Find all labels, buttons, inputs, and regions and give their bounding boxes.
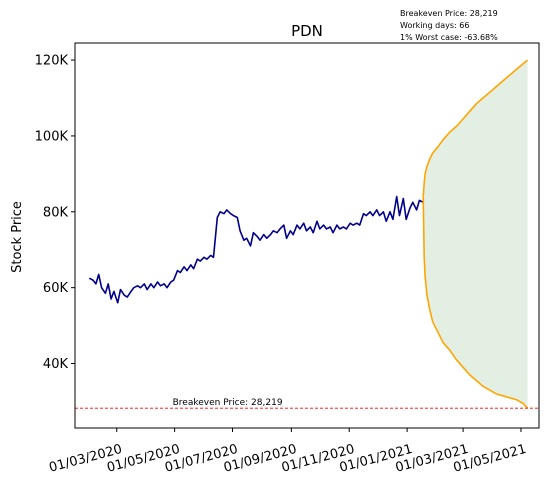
chart-title: PDN xyxy=(291,22,323,40)
y-ticks-layer: 40K 60K 80K 100K 120K xyxy=(35,54,75,372)
info-worst-case: 1% Worst case: -63.68% xyxy=(400,33,498,42)
forecast-band-layer xyxy=(423,60,528,409)
series-layer xyxy=(88,59,529,409)
forecast-band xyxy=(423,60,528,409)
axes-layer xyxy=(74,42,540,429)
lower-projection-line xyxy=(422,196,529,409)
y-axis-label: Stock Price xyxy=(10,201,25,273)
y-tick-label: 80K xyxy=(43,205,69,220)
breakeven-layer: Breakeven Price: 28,219 xyxy=(75,398,539,409)
upper-projection-line xyxy=(422,59,529,197)
info-breakeven: Breakeven Price: 28,219 xyxy=(400,9,498,18)
y-tick-label: 120K xyxy=(35,54,69,69)
y-tick-label: 40K xyxy=(43,357,69,372)
info-working-days: Working days: 66 xyxy=(400,21,469,30)
breakeven-label: Breakeven Price: 28,219 xyxy=(173,398,283,408)
plot-frame xyxy=(74,42,540,429)
y-tick-label: 60K xyxy=(43,281,69,296)
historical-price-line xyxy=(88,195,424,304)
y-tick-label: 100K xyxy=(35,129,69,144)
